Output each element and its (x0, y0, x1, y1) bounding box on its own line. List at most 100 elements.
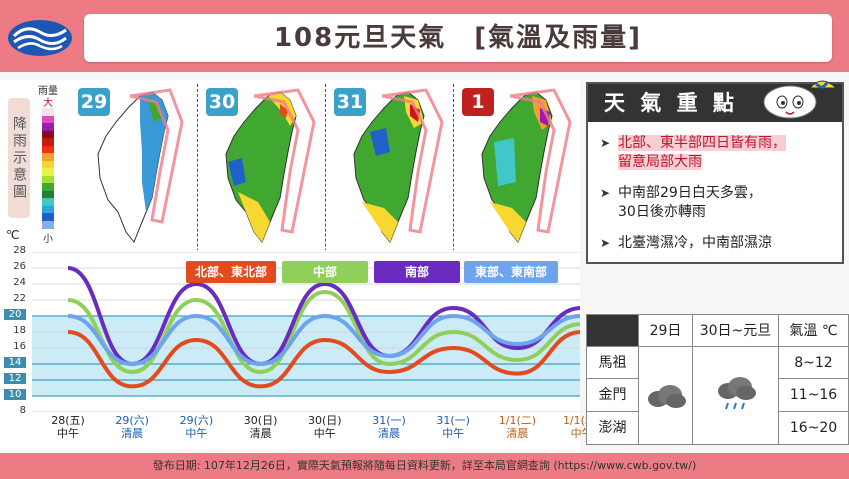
day-badge-30: 30 (206, 88, 238, 116)
table-row-temp: 8~12 (779, 347, 849, 379)
map-day-31 (353, 88, 444, 243)
x-tick-label: 31(一) 清晨 (359, 414, 419, 440)
x-tick-label: 30(日) 中午 (295, 414, 355, 440)
footer: 發布日期: 107年12月26日，實際天氣預報將隨每日資料更新，詳至本局官網查詢… (0, 453, 849, 479)
y-tick-label: 16 (13, 341, 26, 352)
key-point-text: 北部、東半部四日皆有雨， (618, 135, 786, 151)
chart-unit: ℃ (6, 228, 20, 242)
key-point-text: 北臺灣濕冷，中南部濕涼 (618, 235, 772, 251)
rain-scale-top: 大 (43, 98, 53, 109)
rain-scale-swatch (42, 115, 54, 124)
cloud-icon-cell (639, 347, 693, 445)
rain-scale: 雨量 大 小 (38, 86, 58, 246)
table-row-name: 馬祖 (587, 347, 639, 379)
arrow-icon: ➤ (600, 186, 611, 200)
x-tick-time: 中午 (313, 427, 336, 440)
rain-scale-bottom: 小 (43, 234, 53, 245)
day-badge-1: 1 (462, 88, 494, 116)
taiwan-maps (97, 88, 572, 243)
cwb-logo (6, 18, 74, 58)
legend-central: 中部 (282, 261, 368, 283)
key-point-text: 30日後亦轉雨 (618, 204, 706, 220)
table-header (587, 315, 639, 347)
y-tick-label: 22 (13, 293, 26, 304)
key-point-item: ➤ 北臺灣濕冷，中南部濕涼 (600, 234, 838, 253)
x-tick-label: 31(一) 中午 (423, 414, 483, 440)
rain-scale-swatch (42, 145, 54, 154)
day-badge-31: 31 (334, 88, 366, 116)
y-tick-label: 10 (4, 389, 26, 400)
rain-scale-swatch (42, 123, 54, 131)
x-tick-time: 中午 (57, 427, 79, 440)
legend-south: 南部 (374, 261, 460, 283)
x-tick-time: 清晨 (121, 427, 144, 440)
table-row-temp: 16~20 (779, 412, 849, 445)
table-row-temp: 11~16 (779, 379, 849, 412)
rain-cloud-icon (717, 377, 756, 410)
x-axis: 28(五) 中午 29(六) 清晨 29(六) 中午 30(日) 清晨 30(日) 中午 31(一)… (0, 412, 600, 452)
x-tick-day: 28(五) (51, 414, 85, 427)
rain-cloud-icon-cell (693, 347, 779, 445)
y-tick-label: 26 (13, 261, 26, 272)
rain-scale-swatch (42, 205, 54, 214)
rain-scale-swatch (42, 198, 54, 206)
rain-scale-swatch (42, 168, 54, 176)
day-badge-29: 29 (78, 88, 110, 116)
rain-scale-swatch (42, 220, 54, 229)
rain-scale-title: 雨量 (38, 86, 58, 97)
rain-scale-swatch (42, 108, 54, 116)
y-tick-label: 12 (4, 373, 26, 384)
rain-scale-swatch (42, 138, 54, 146)
table-header: 30日~元旦 (693, 315, 779, 347)
y-tick-label: 24 (13, 277, 26, 288)
table-row-name: 澎湖 (587, 412, 639, 445)
rain-legend-title: 降雨示意圖 (8, 98, 30, 218)
x-tick-day: 31(一) (436, 414, 470, 427)
y-tick-label: 28 (13, 245, 26, 256)
legend-north: 北部、東北部 (186, 261, 276, 283)
temperature-chart (32, 252, 580, 412)
y-tick-label: 14 (4, 357, 26, 368)
page-title: 108元旦天氣 [氣溫及雨量] (273, 23, 643, 53)
rain-scale-swatch (42, 130, 54, 139)
x-tick-label: 29(六) 清晨 (102, 414, 162, 440)
rain-scale-swatch (42, 160, 54, 169)
y-tick-label: 18 (13, 325, 26, 336)
x-tick-time: 清晨 (378, 427, 400, 440)
rain-scale-swatch (42, 175, 54, 184)
key-point-item: ➤ 北部、東半部四日皆有雨， 留意局部大雨 (600, 134, 838, 172)
islands-table: 29日 30日~元旦 氣溫 ℃ 馬祖 8~12 金門 11~16 澎湖 16~20 (586, 314, 849, 445)
table-header: 29日 (639, 315, 693, 347)
map-day-1 (481, 88, 572, 243)
x-tick-label: 30(日) 清晨 (231, 414, 291, 440)
rain-scale-swatch (42, 213, 54, 221)
key-point-item: ➤ 中南部29日白天多雲， 30日後亦轉雨 (600, 184, 838, 222)
rain-scale-swatch (42, 153, 54, 161)
title-box (84, 14, 832, 62)
x-tick-day: 1/1(二) (498, 414, 537, 427)
map-day-29 (97, 88, 184, 243)
x-tick-day: 31(一) (372, 414, 406, 427)
x-tick-time: 中午 (185, 427, 208, 440)
series-line (67, 330, 580, 389)
x-tick-label: 28(五) 中午 (38, 414, 98, 440)
x-tick-time: 清晨 (506, 427, 529, 440)
arrow-icon: ➤ (600, 136, 611, 150)
table-row-name: 金門 (587, 379, 639, 412)
x-tick-time: 中午 (442, 427, 465, 440)
x-tick-day: 30(日) (308, 414, 342, 427)
series-line (67, 313, 580, 367)
series-line (67, 289, 580, 375)
cloud-icon (647, 385, 686, 408)
x-tick-time: 清晨 (249, 427, 272, 440)
rain-scale-swatch (42, 183, 54, 191)
y-axis: 8 10 12 14 16 18 20 22 24 26 28 (0, 0, 30, 479)
table-header: 氣溫 ℃ (779, 315, 849, 347)
x-tick-label: 1/1(二) 清晨 (487, 414, 547, 440)
x-tick-label: 29(六) 中午 (166, 414, 226, 440)
arrow-icon: ➤ (600, 236, 611, 250)
key-point-text: 留意局部大雨 (618, 154, 702, 170)
x-tick-day: 29(六) (115, 414, 149, 427)
y-tick-label: 20 (4, 309, 26, 320)
map-day-30 (225, 88, 316, 243)
